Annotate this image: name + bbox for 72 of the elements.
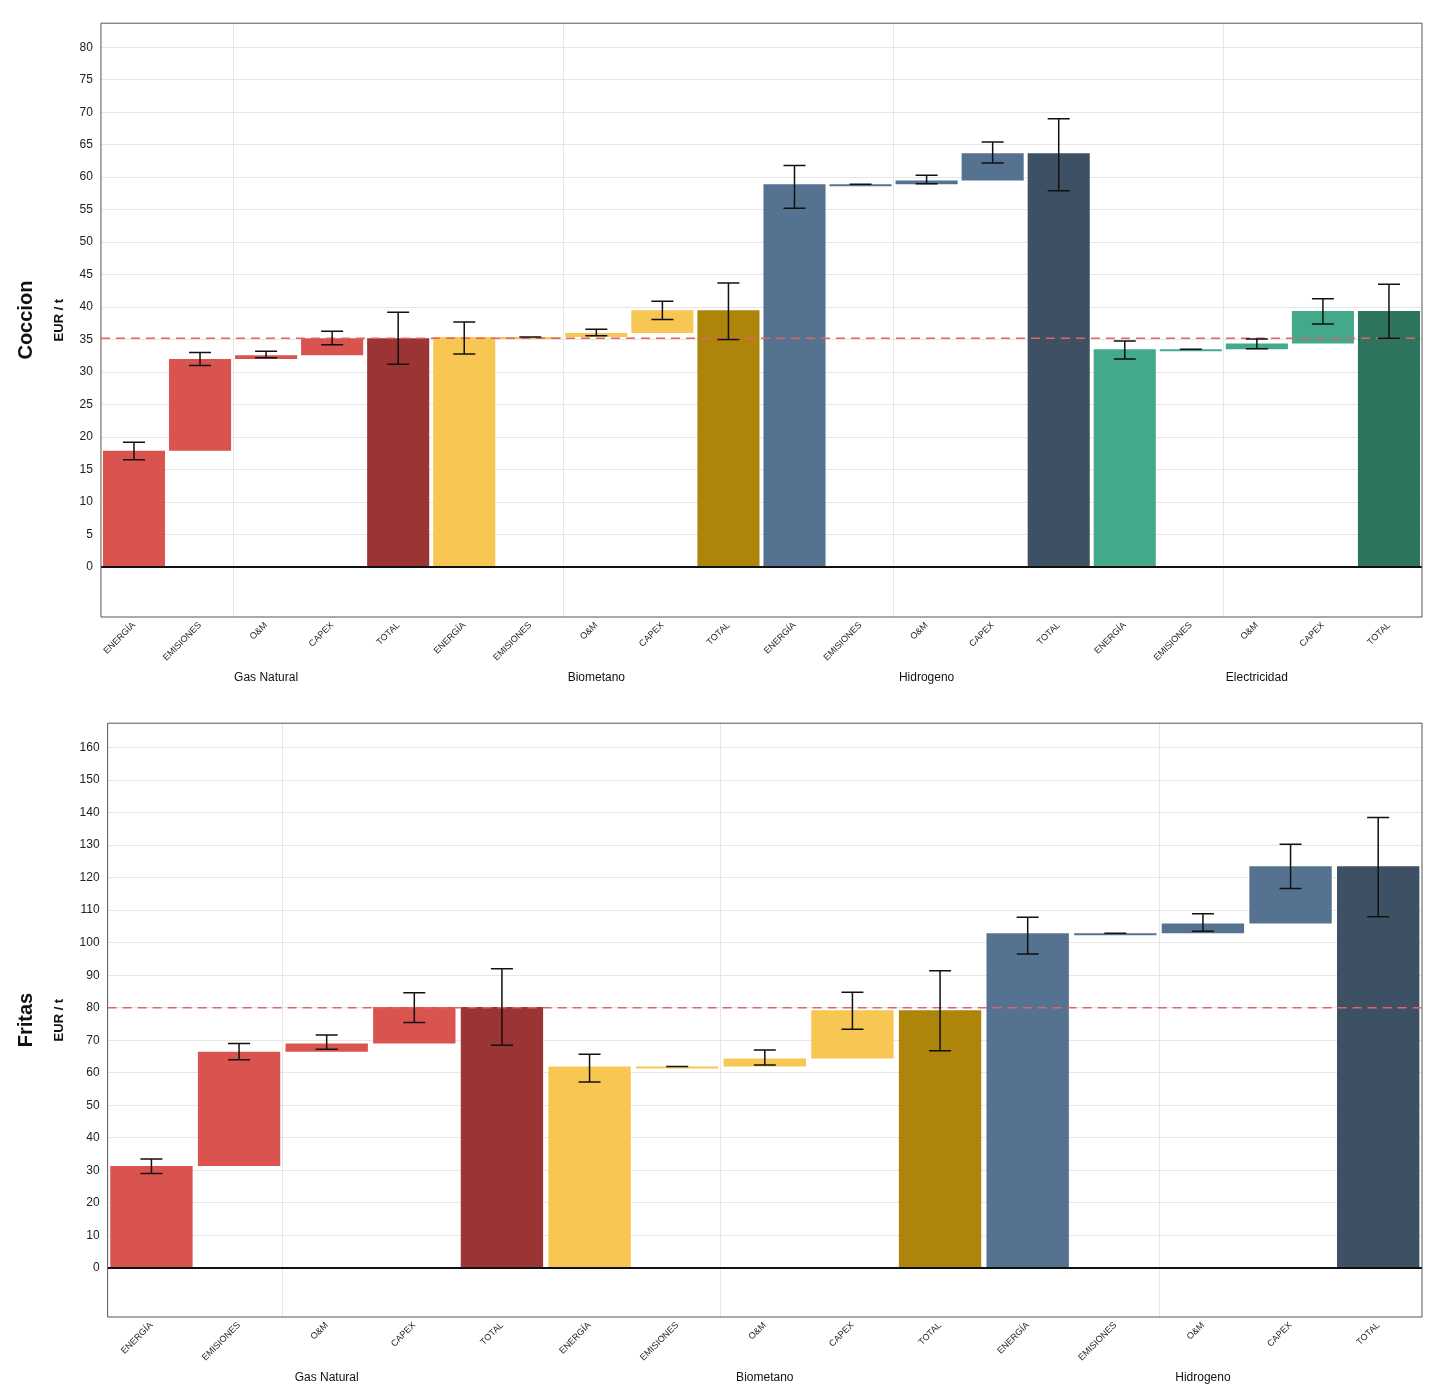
bar [168,359,232,451]
y-tick-label: 80 [86,1000,100,1015]
y-tick-label: 90 [86,967,100,982]
bar [301,338,364,356]
bar [1357,311,1421,566]
y-tick-label: 0 [86,559,94,574]
bar [285,1043,368,1052]
text: Fritas [13,992,36,1048]
text: Gas Natural [234,670,299,685]
text: Biometano [567,670,626,685]
bar [1337,866,1420,1267]
bar [433,336,496,566]
y-tick-label: 65 [79,137,94,151]
bar [102,450,166,566]
y-tick-label: 20 [79,429,94,444]
bar [723,1058,806,1067]
y-tick-label: 45 [79,266,94,281]
y-tick-label: 30 [79,364,94,379]
y-tick-label: 5 [86,526,94,541]
y-tick-label: 10 [79,494,94,509]
y-tick-label: 100 [79,935,100,950]
text: Biometano [736,1370,794,1385]
bar [898,1010,982,1267]
bar [631,310,694,334]
bar [565,333,628,337]
y-tick-label: 30 [86,1162,100,1177]
y-tick-label: 15 [79,461,94,476]
y-tick-label: 70 [86,1032,100,1047]
y-tick-label: 40 [86,1130,100,1145]
bar [763,184,826,566]
bar [811,1010,894,1059]
bar [1027,153,1090,566]
bar [110,1166,193,1267]
text: Hidrogeno [1175,1370,1231,1385]
bar [895,180,958,185]
y-tick-label: 75 [79,72,94,87]
text: Gas Natural [294,1370,359,1385]
bar [697,310,760,566]
y-tick-label: 40 [79,299,94,314]
y-tick-label: 70 [79,104,94,119]
y-tick-label: 0 [92,1260,100,1275]
y-tick-label: 150 [79,772,100,787]
bar [548,1066,631,1267]
text: Hidrogeno [898,670,955,685]
y-tick-label: 60 [79,169,94,184]
y-tick-label: 160 [79,739,100,754]
y-tick-label: 110 [80,902,100,917]
bar [961,153,1024,181]
y-tick-label: 25 [79,396,94,411]
y-tick-label: 50 [79,234,94,249]
bar [197,1051,281,1167]
y-tick-label: 120 [79,869,100,884]
bar [1093,349,1156,566]
y-tick-label: 140 [79,804,100,819]
y-tick-label: 60 [86,1065,100,1080]
bar [1249,866,1332,924]
bar [373,1007,456,1044]
bar [1291,311,1354,344]
y-tick-label: 20 [86,1195,100,1210]
y-tick-label: 55 [79,201,94,216]
y-tick-label: 80 [79,39,94,54]
text: Electricidad [1225,670,1288,685]
y-tick-label: 35 [79,331,94,346]
text: Coccion [13,280,36,360]
bar [367,338,430,566]
y-tick-label: 10 [86,1227,100,1242]
y-axis-title: EUR / t [51,998,67,1042]
y-tick-label: 50 [86,1097,100,1112]
bar [986,933,1069,1267]
bar [460,1007,544,1267]
y-axis-title: EUR / t [51,298,67,342]
y-tick-label: 130 [79,837,100,852]
